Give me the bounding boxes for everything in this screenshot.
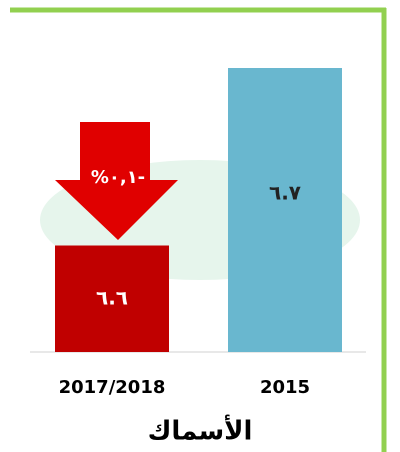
chart-title: الأسماك <box>148 415 253 447</box>
x-tick-label: 2015 <box>260 377 310 398</box>
value-label: ٦.٦ <box>96 285 128 309</box>
annotation: %٠,١- <box>91 167 145 188</box>
bar <box>55 245 169 352</box>
bar <box>228 68 342 352</box>
x-tick-label: 2017/2018 <box>59 377 166 398</box>
value-label: ٦.٧ <box>269 181 301 205</box>
arrow <box>55 122 178 240</box>
